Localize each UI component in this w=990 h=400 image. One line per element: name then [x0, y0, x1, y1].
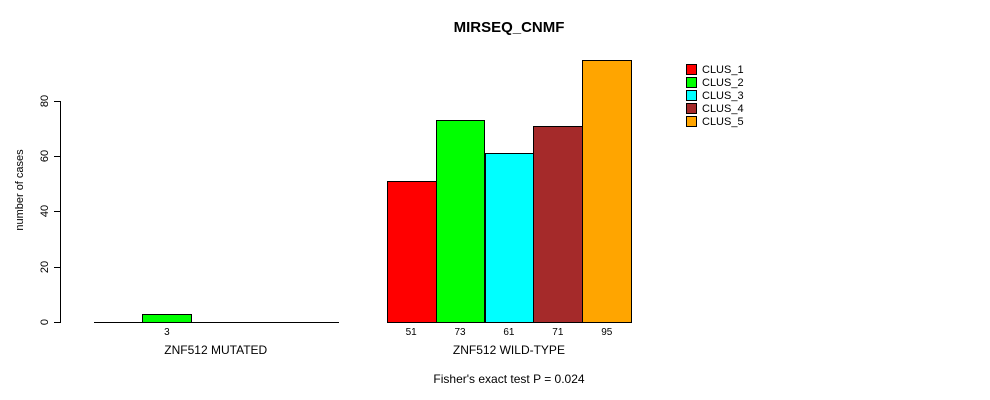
bar-value-label: 95 [601, 327, 613, 338]
legend-label: CLUS_4 [702, 102, 744, 115]
legend-swatch-icon [686, 116, 697, 127]
legend-entry-clus_1: CLUS_1 [686, 63, 744, 76]
bar-clus_3 [484, 153, 535, 323]
legend-swatch-icon [686, 77, 697, 88]
legend-label: CLUS_2 [702, 76, 744, 89]
legend-entry-clus_5: CLUS_5 [686, 115, 744, 128]
bar-value-label: 73 [454, 327, 466, 338]
y-axis-tick [54, 322, 60, 323]
y-axis-tick [54, 156, 60, 158]
legend-swatch-icon [686, 64, 697, 75]
y-axis-tick-label: 80 [39, 94, 51, 108]
legend-entry-clus_3: CLUS_3 [686, 89, 744, 102]
y-axis-tick-label: 40 [39, 205, 51, 218]
y-axis-tick-label: 60 [39, 150, 51, 163]
y-axis-line [60, 100, 61, 323]
bar-clus_1 [386, 181, 437, 323]
legend-entry-clus_2: CLUS_2 [686, 76, 744, 89]
bar-clus_2 [142, 313, 193, 323]
legend-swatch-icon [686, 90, 697, 101]
bar-value-label: 51 [405, 327, 417, 338]
y-axis-tick [54, 100, 60, 102]
y-axis-tick [54, 211, 60, 213]
fisher-test-annotation: Fisher's exact test P = 0.024 [433, 372, 585, 386]
bar-value-label: 71 [552, 327, 564, 338]
legend-label: CLUS_5 [702, 115, 744, 128]
bar-clus_2 [435, 120, 486, 323]
bar-value-label: 61 [503, 327, 515, 338]
y-axis-label: number of cases [14, 149, 26, 231]
legend-swatch-icon [686, 103, 697, 114]
bar-zero-clus_3 [191, 322, 242, 323]
y-axis-tick-label: 20 [39, 260, 51, 273]
bar-clus_5 [582, 59, 633, 323]
y-axis-tick [54, 266, 60, 268]
y-axis-tick-label: 0 [39, 318, 51, 326]
group-label: ZNF512 WILD-TYPE [452, 343, 565, 357]
group-label: ZNF512 MUTATED [164, 343, 268, 357]
bar-zero-clus_4 [240, 322, 291, 323]
chart-title: MIRSEQ_CNMF [453, 19, 565, 36]
legend-label: CLUS_3 [702, 89, 744, 102]
bar-zero-clus_1 [93, 322, 144, 323]
bar-zero-clus_5 [289, 322, 339, 323]
legend-entry-clus_4: CLUS_4 [686, 102, 744, 115]
bar-clus_4 [533, 125, 584, 323]
legend: CLUS_1 CLUS_2 CLUS_3 CLUS_4 CLUS_5 [686, 63, 744, 128]
legend-label: CLUS_1 [702, 63, 744, 76]
bar-value-label: 3 [164, 327, 170, 338]
